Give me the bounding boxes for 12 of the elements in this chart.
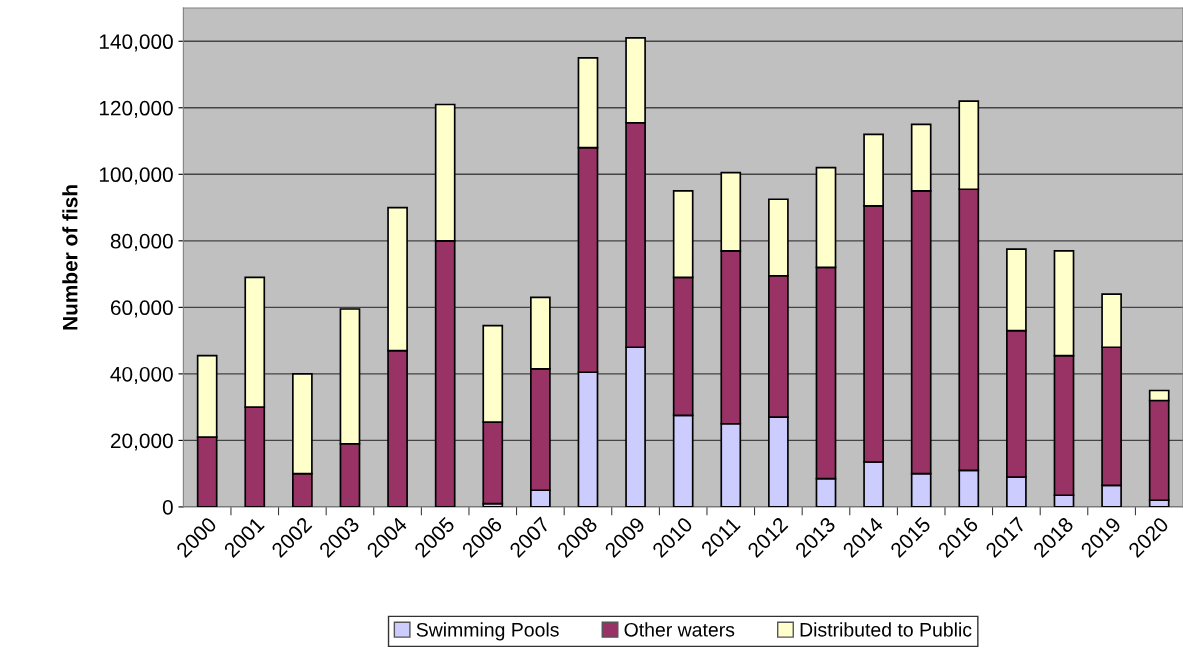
y-tick-label: 60,000 xyxy=(110,300,173,318)
y-tick-label: 20,000 xyxy=(110,433,173,451)
legend-label: Other waters xyxy=(624,622,735,637)
legend-label: Swimming Pools xyxy=(416,622,559,641)
y-tick-label: 100,000 xyxy=(99,167,173,185)
y-tick-label: 140,000 xyxy=(99,34,173,52)
y-tick-label: 0 xyxy=(162,499,173,515)
y-axis-title: Number of fish xyxy=(62,185,78,330)
y-tick-label: 120,000 xyxy=(99,100,173,118)
legend-label: Distributed to Public xyxy=(800,622,972,637)
y-tick-label: 80,000 xyxy=(110,233,173,252)
y-tick-label: 40,000 xyxy=(110,366,173,385)
